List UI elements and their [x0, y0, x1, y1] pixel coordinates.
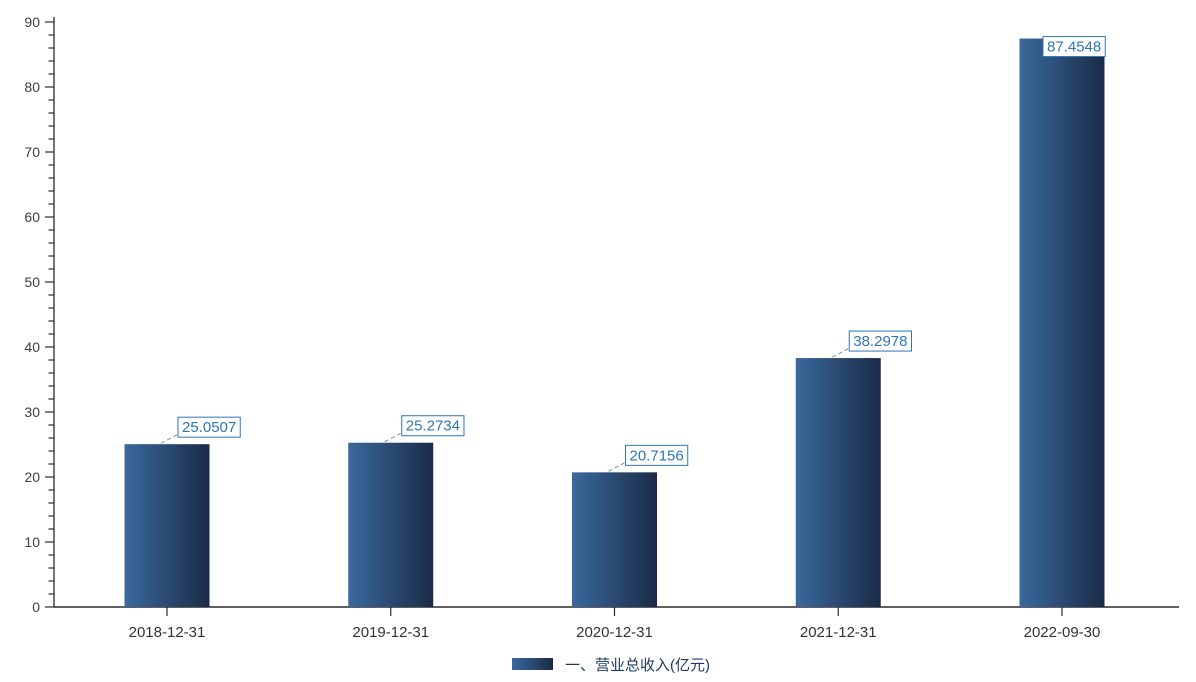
x-tick-label: 2020-12-31: [576, 624, 653, 641]
value-label-box: [625, 444, 689, 466]
value-label: 20.7156: [608, 444, 689, 472]
x-tick-label: 2019-12-31: [352, 624, 429, 641]
value-label-box: [401, 415, 465, 437]
value-label-box: [177, 416, 241, 438]
x-axis: 2018-12-31 2019-12-31 2020-12-31 2021-12-31…: [54, 606, 1179, 641]
y-tick-label: 70: [24, 144, 40, 160]
value-label: 87.4548: [1042, 36, 1106, 58]
label-connector-line: [384, 431, 404, 443]
y-tick-label: 20: [24, 469, 40, 485]
legend[interactable]: 一、营业总收入(亿元): [512, 657, 710, 674]
value-label-box: [1042, 36, 1106, 58]
x-tick-label: 2022-09-30: [1024, 624, 1101, 641]
legend-swatch[interactable]: [512, 658, 553, 670]
y-tick-label: 10: [24, 534, 40, 550]
y-tick-label: 50: [24, 274, 40, 290]
value-label: 25.2734: [384, 415, 465, 443]
value-label-text: 38.2978: [853, 333, 907, 350]
y-tick-label: 80: [24, 79, 40, 95]
bar-2018-12-31[interactable]: [124, 444, 210, 607]
bar-2020-12-31[interactable]: [572, 472, 657, 607]
value-label: 38.2978: [832, 330, 912, 358]
value-label-text: 25.2734: [406, 418, 460, 435]
label-connector-line: [160, 432, 181, 444]
legend-label: 一、营业总收入(亿元): [565, 657, 710, 674]
y-tick-label: 60: [24, 209, 40, 225]
label-connector-line: [608, 460, 628, 472]
value-label-text: 20.7156: [630, 447, 684, 464]
label-connector-line: [832, 346, 852, 358]
bar-2021-12-31[interactable]: [795, 358, 881, 607]
bar-2022-09-30[interactable]: [1019, 38, 1105, 607]
y-tick-label: 40: [24, 339, 40, 355]
y-tick-label: 30: [24, 404, 40, 420]
x-tick-label: 2018-12-31: [129, 624, 206, 641]
value-label-text: 87.4548: [1047, 39, 1101, 56]
x-tick-label: 2021-12-31: [800, 624, 877, 641]
value-label-box: [848, 330, 912, 352]
y-axis: 0 10 20 30 40 50 60 70 80 90: [24, 14, 55, 615]
y-tick-label: 0: [32, 599, 40, 615]
value-label-text: 25.0507: [182, 419, 236, 436]
bar-2019-12-31[interactable]: [348, 442, 434, 607]
value-label: 25.0507: [160, 416, 241, 444]
y-tick-label: 90: [24, 14, 40, 30]
